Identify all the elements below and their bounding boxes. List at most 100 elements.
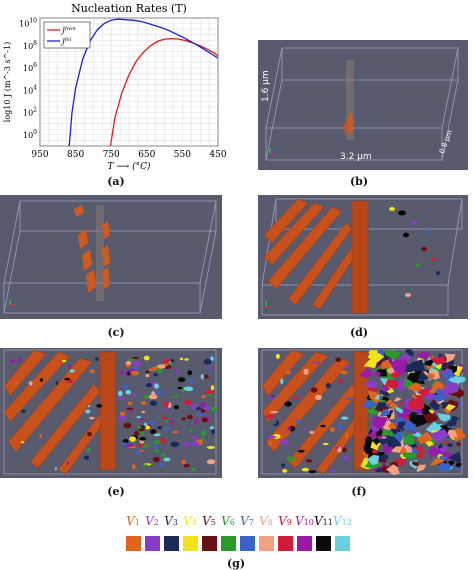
variant-label: V7: [240, 514, 254, 528]
nucleus: [132, 464, 136, 470]
variant-legend: V1 V2 V3 V4 V5 V6 V7 V8 V9 V10 V11 V12: [124, 514, 352, 554]
grain: [393, 431, 403, 443]
grain: [359, 368, 373, 379]
chart-legend: Jfwm Jfel: [43, 21, 91, 49]
grain: [415, 351, 429, 361]
grain: [392, 379, 408, 392]
domain-box-b: [265, 47, 459, 161]
grain: [441, 368, 452, 376]
nucleus: [196, 407, 202, 410]
grain: [377, 467, 383, 473]
nucleus: [148, 394, 158, 400]
grain: [378, 454, 389, 462]
nucleus: [163, 457, 171, 462]
grain: [374, 394, 380, 400]
nucleus: [134, 449, 140, 455]
grain: [320, 424, 326, 428]
nucleus: [9, 360, 16, 363]
nucleus: [127, 410, 133, 413]
grain: [325, 382, 331, 389]
nucleus: [134, 430, 139, 437]
nucleus: [183, 399, 192, 405]
grain: [407, 359, 426, 372]
variant-color-swatch: [145, 536, 160, 551]
grain: [402, 420, 417, 432]
nucleus: [144, 394, 149, 400]
nucleus: [177, 377, 186, 383]
nucleus: [167, 362, 174, 366]
grain: [444, 417, 458, 427]
grain: [406, 372, 420, 384]
nucleus: [87, 431, 92, 437]
simulation-panel-f: [258, 348, 468, 478]
grain: [366, 454, 380, 466]
nucleus: [194, 418, 200, 424]
y-tick-label: 1010: [19, 18, 37, 29]
grain: [445, 404, 456, 411]
grain: [416, 408, 423, 415]
x-tick-label: 550: [174, 150, 191, 160]
nucleus: [39, 433, 42, 439]
legend-item-v12: V12: [333, 514, 352, 554]
grain: [415, 445, 425, 454]
nucleus: [20, 441, 25, 444]
nucleus: [132, 356, 139, 360]
caption-d: (d): [349, 326, 369, 339]
nucleus: [148, 368, 156, 372]
nucleus: [206, 459, 216, 465]
grain: [275, 353, 280, 359]
grain: [427, 446, 443, 457]
variant-label: V3: [164, 514, 178, 528]
nucleus: [118, 370, 124, 375]
nucleus: [95, 357, 99, 361]
grain: [406, 398, 425, 412]
nucleus: [189, 429, 194, 433]
nucleus: [196, 412, 205, 417]
nucleus: [153, 433, 161, 437]
variant-color-swatch: [259, 536, 274, 551]
nucleus: [163, 401, 169, 407]
grain: [442, 368, 455, 378]
nucleus: [64, 377, 71, 381]
nucleus: [202, 406, 211, 411]
variant-label: V9: [278, 514, 292, 528]
grain: [429, 458, 445, 466]
grain: [330, 469, 336, 473]
nucleus: [150, 400, 157, 406]
grain: [322, 442, 329, 446]
grain: [402, 452, 417, 460]
legend-item-v7: V7: [238, 514, 256, 554]
grain: [345, 365, 351, 369]
nucleus: [210, 356, 214, 361]
grain: [337, 423, 342, 430]
nucleus: [163, 364, 172, 369]
grain: [335, 357, 342, 363]
legend-item-v2: V2: [143, 514, 161, 554]
nucleus: [15, 381, 18, 385]
variant-color-swatch: [202, 536, 217, 551]
simulation-panel-d: [258, 195, 468, 319]
grain: [423, 407, 431, 415]
nucleus: [140, 401, 147, 405]
nucleus: [145, 370, 150, 374]
nucleus: [152, 456, 160, 463]
legend-item-v1: V1: [124, 514, 142, 554]
grain: [314, 394, 322, 400]
grain: [335, 446, 340, 449]
nucleation-rate-chart: Nucleation Rates (T) 950 850 750 650 550 450 T …: [0, 0, 232, 172]
grain: [371, 448, 379, 454]
x-tick-label: 650: [138, 150, 155, 160]
variant-color-swatch: [335, 536, 350, 551]
nucleus: [139, 418, 145, 421]
chart-title: Nucleation Rates (T): [71, 2, 187, 15]
nucleus: [183, 386, 193, 391]
nucleus: [159, 437, 165, 444]
nucleus: [127, 358, 136, 361]
grain: [417, 371, 430, 383]
grain: [363, 359, 378, 369]
nucleus: [83, 455, 90, 460]
grain: [380, 389, 390, 397]
x-axis-label: T ⟶ (°C): [107, 161, 151, 172]
grain: [416, 452, 425, 459]
nucleus: [117, 396, 124, 401]
